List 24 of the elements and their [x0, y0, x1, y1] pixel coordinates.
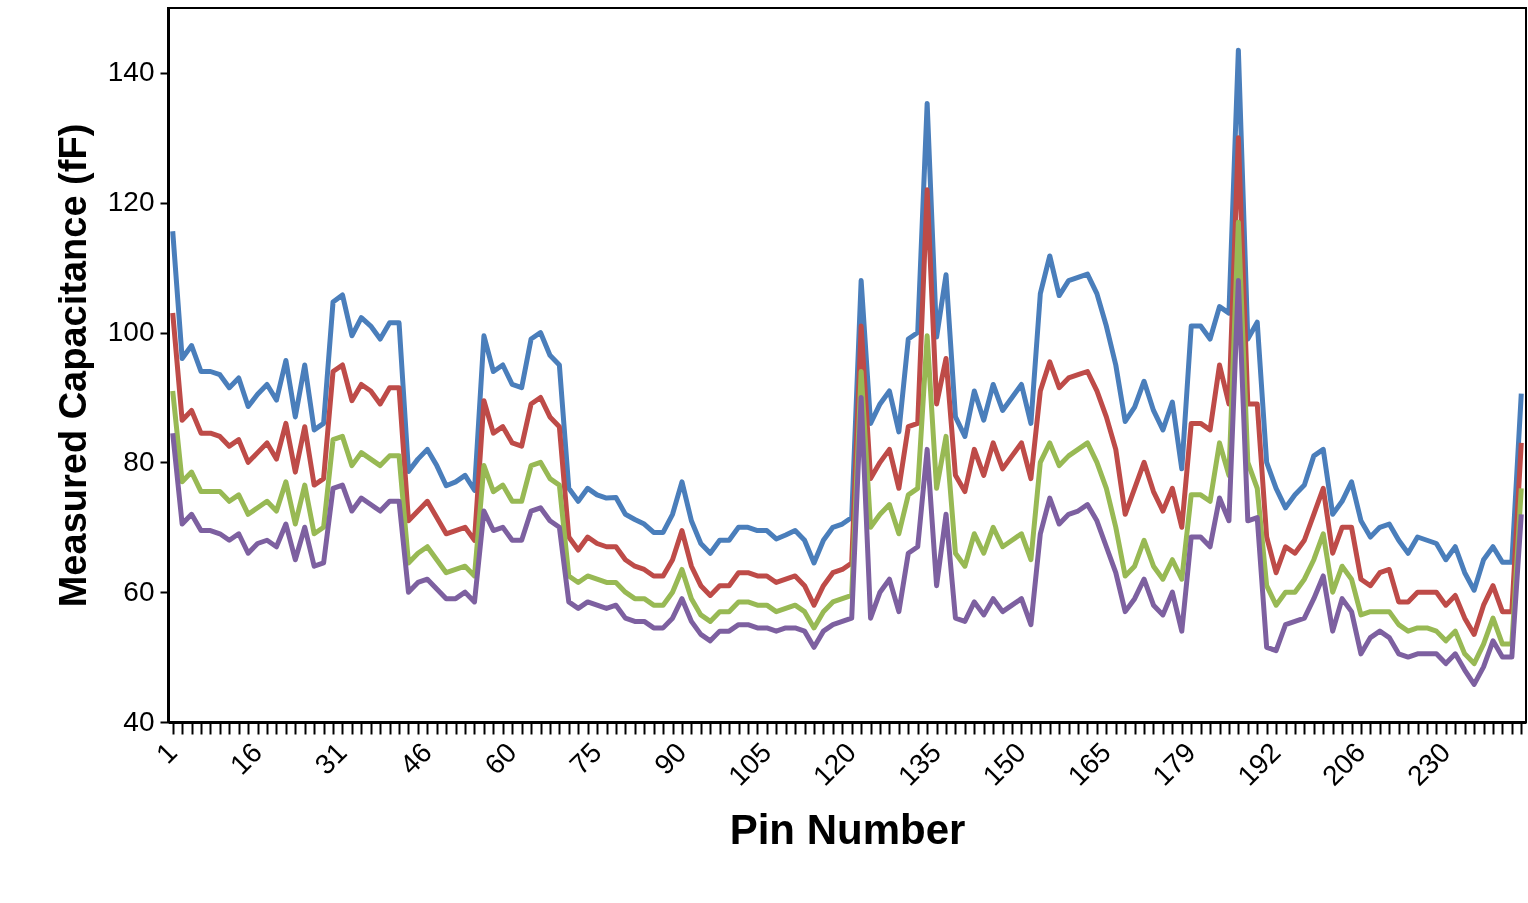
x-tick-label: 46 — [393, 736, 438, 781]
y-tick-label: 40 — [123, 705, 155, 737]
y-axis-title: Measured Capacitance (fF) — [51, 123, 94, 608]
y-tick-label: 100 — [107, 316, 155, 348]
x-tick-label: 16 — [224, 736, 268, 781]
x-tick-label: 90 — [648, 736, 693, 781]
y-tick-label: 140 — [107, 56, 155, 88]
x-tick-label: 135 — [892, 736, 947, 792]
x-axis-title: Pin Number — [729, 806, 966, 854]
x-tick-label: 120 — [807, 736, 863, 792]
x-tick-label: 206 — [1316, 736, 1372, 792]
x-tick-label: 60 — [478, 736, 523, 781]
x-tick-label: 179 — [1146, 736, 1202, 792]
x-tick-label: 230 — [1401, 736, 1457, 792]
x-tick-label: 31 — [308, 736, 353, 781]
x-tick-label: 1 — [150, 736, 184, 770]
y-tick-label: 80 — [123, 445, 155, 477]
y-tick-label: 120 — [107, 186, 155, 218]
x-tick-label: 75 — [563, 736, 608, 781]
y-tick-label: 60 — [123, 575, 155, 607]
x-tick-label: 105 — [722, 736, 778, 792]
x-tick-label: 192 — [1231, 736, 1287, 792]
x-tick-label: 150 — [976, 736, 1032, 792]
x-tick-label: 165 — [1061, 736, 1117, 792]
